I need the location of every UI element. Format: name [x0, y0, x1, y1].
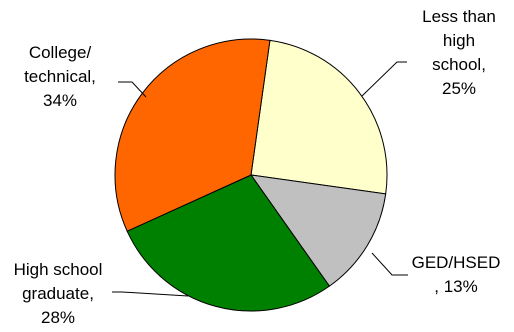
- label-less-than-high-school-line: Less than: [422, 7, 496, 26]
- label-less-than-high-school-line: school,: [432, 55, 486, 74]
- label-high-school-graduate: High school graduate, 28%: [14, 260, 103, 327]
- leader-line: [361, 61, 407, 97]
- slice-labels: Less than high school, 25% GED/HSED , 13% High…: [14, 7, 501, 327]
- label-ged-hsed-line: , 13%: [434, 277, 477, 296]
- slice-ged-hsed: [249, 174, 387, 287]
- label-less-than-high-school: Less than high school, 25%: [422, 7, 496, 98]
- leader-line: [371, 252, 408, 276]
- slice-high-school-graduate: [126, 174, 331, 312]
- label-high-school-graduate-line: High school: [14, 260, 103, 279]
- label-ged-hsed-line: GED/HSED: [412, 253, 501, 272]
- label-less-than-high-school-line: 25%: [442, 79, 476, 98]
- label-college-technical-line: technical,: [24, 67, 96, 86]
- label-high-school-graduate-line: 28%: [41, 308, 75, 327]
- label-high-school-graduate-line: graduate,: [22, 284, 94, 303]
- leader-line: [112, 291, 189, 297]
- label-college-technical: College/technical, 34%: [24, 43, 96, 110]
- label-ged-hsed: GED/HSED , 13%: [412, 253, 501, 296]
- label-college-technical-line: 34%: [43, 91, 77, 110]
- pie-slices: [114, 38, 388, 312]
- slice-less-than-high-school: [250, 39, 388, 195]
- label-college-technical-line: College/: [29, 43, 92, 62]
- leader-lines: [112, 61, 408, 297]
- leader-line: [118, 81, 147, 98]
- label-less-than-high-school-line: high: [443, 31, 475, 50]
